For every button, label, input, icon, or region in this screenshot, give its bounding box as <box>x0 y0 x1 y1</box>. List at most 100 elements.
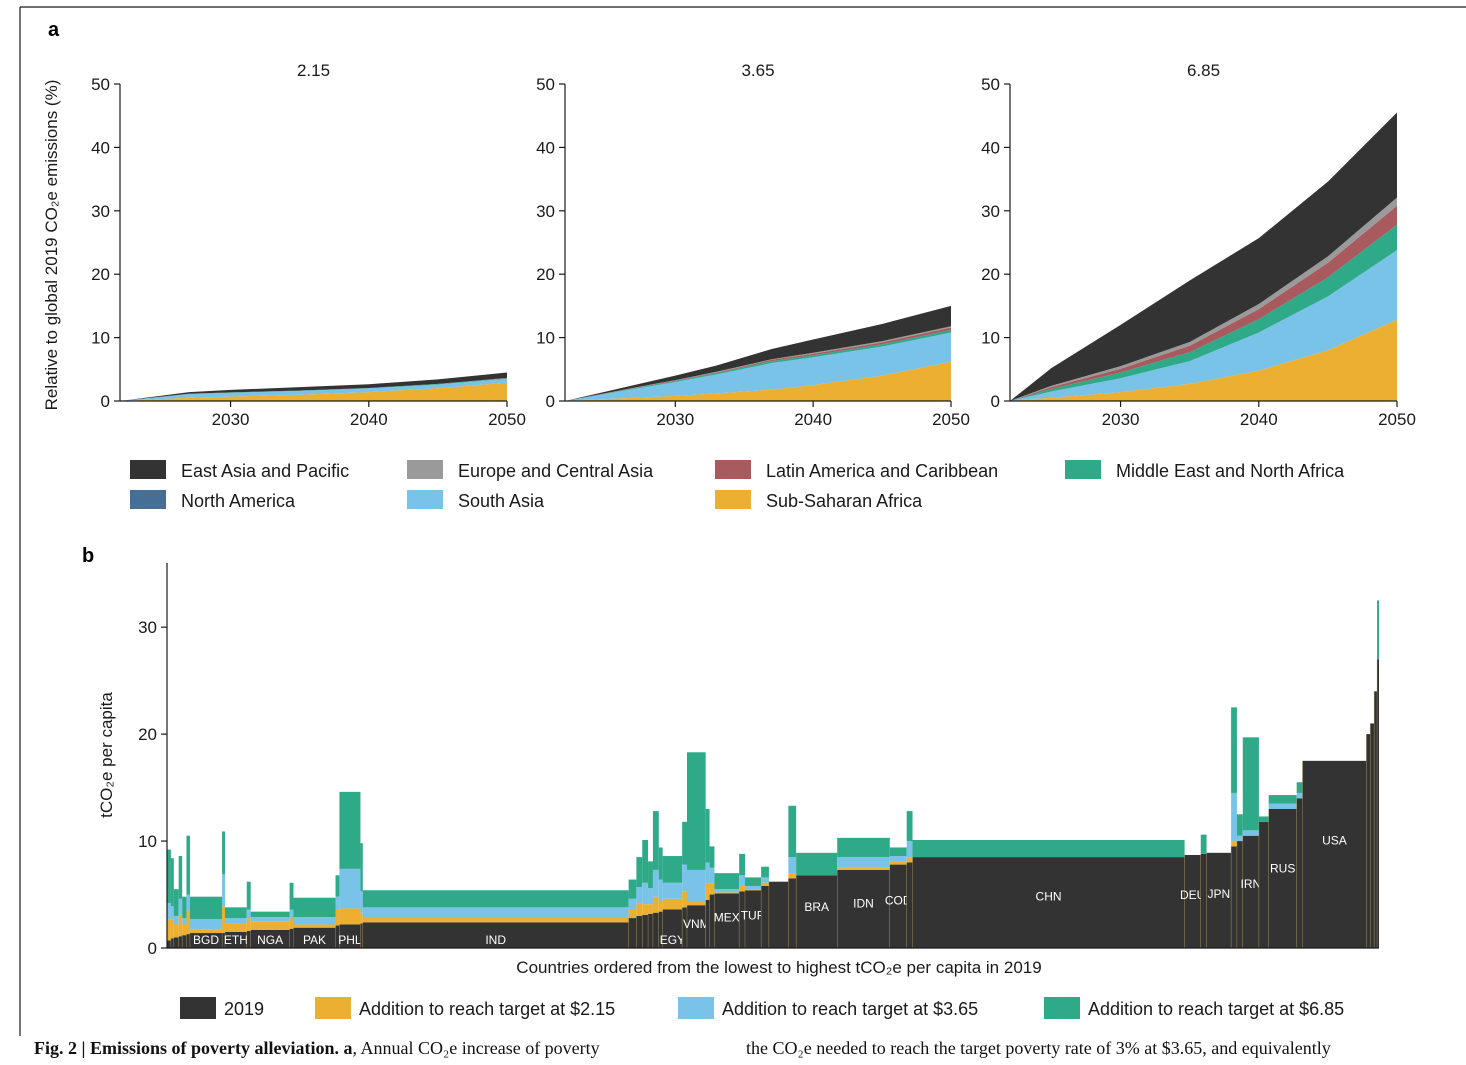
country-label: BGD <box>193 933 219 947</box>
bar-2019 <box>686 905 706 948</box>
country-bar <box>768 881 789 948</box>
country-bar <box>1376 600 1379 948</box>
country-label: NGA <box>257 933 283 947</box>
country-label: ETH <box>224 933 248 947</box>
y-tick-label: 10 <box>536 329 555 348</box>
country-bar <box>738 853 745 948</box>
panel-a-label: a <box>48 19 60 41</box>
bar-2019 <box>628 918 637 948</box>
country-bar-rus: RUS <box>1268 795 1297 948</box>
bar-2019 <box>1268 808 1297 948</box>
bar-addition-2-15 <box>636 903 643 916</box>
bar-addition-2-15 <box>178 914 183 937</box>
bar-addition-6-85 <box>628 879 637 899</box>
bar-addition-6-85 <box>1296 782 1303 793</box>
bar-addition-6-85 <box>170 858 174 907</box>
bar-addition-6-85 <box>714 873 740 890</box>
bar-addition-6-85 <box>360 843 363 892</box>
legend-swatch <box>715 490 751 509</box>
country-bar <box>760 866 769 948</box>
bar-2019 <box>1200 853 1207 948</box>
bar-addition-2-15 <box>628 909 637 919</box>
bar-2019 <box>222 933 225 948</box>
country-bar <box>705 808 710 949</box>
country-bar-usa: USA <box>1302 760 1367 948</box>
bar-addition-2-15 <box>652 896 659 913</box>
area-south-asia <box>120 378 507 401</box>
y-tick-label: 50 <box>91 75 110 94</box>
bar-addition-3-65 <box>1242 830 1259 836</box>
bar-2019 <box>250 929 290 948</box>
bar-addition-2-15 <box>662 898 683 910</box>
country-bar <box>221 831 225 948</box>
country-bar <box>709 846 715 948</box>
bar-addition-2-15 <box>335 909 340 926</box>
bar-2019 <box>1302 760 1367 948</box>
bar-2019 <box>335 925 340 948</box>
bar-addition-2-15 <box>222 906 225 934</box>
bar-addition-6-85 <box>912 839 1185 858</box>
country-bar-bgd: BGD <box>189 896 223 948</box>
bar-addition-6-85 <box>682 821 687 865</box>
country-label: IRN <box>1241 877 1262 891</box>
bar-addition-6-85 <box>761 866 769 878</box>
bar-2019 <box>1258 821 1269 948</box>
area-sub-saharan-africa <box>1010 319 1397 401</box>
bar-2019 <box>362 922 629 948</box>
area-middle-east-and-north-africa <box>565 330 951 401</box>
country-bar <box>1369 723 1375 948</box>
y-tick-label: 10 <box>981 329 1000 348</box>
bar-2019 <box>1242 835 1259 948</box>
bar-addition-3-65 <box>335 896 340 910</box>
country-label: EGY <box>660 933 685 947</box>
x-tick-label: 2030 <box>212 410 250 429</box>
bar-addition-2-15 <box>705 883 710 900</box>
country-bar <box>636 857 643 948</box>
country-bar <box>681 821 687 948</box>
x-tick-label: 2050 <box>488 410 526 429</box>
bar-addition-6-85 <box>788 805 797 858</box>
legend-item-addition-to-reach-target-at-3-65: Addition to reach target at $3.65 <box>678 997 978 1019</box>
bar-addition-3-65 <box>362 907 629 917</box>
bar-2019 <box>182 935 187 948</box>
y-tick-label: 40 <box>91 138 110 157</box>
country-bar <box>1373 691 1378 948</box>
country-bar <box>1258 816 1269 948</box>
bar-addition-2-15 <box>682 891 687 908</box>
bar-addition-3-65 <box>682 864 687 892</box>
bar-2019 <box>173 937 179 948</box>
bar-addition-2-15 <box>250 921 290 930</box>
country-bar-pak: PAK <box>293 897 336 948</box>
country-bar <box>170 858 174 949</box>
bar-addition-2-15 <box>170 919 174 939</box>
legend-swatch <box>130 460 166 479</box>
bar-addition-6-85 <box>362 890 629 908</box>
x-axis-title: Countries ordered from the lowest to hig… <box>516 958 1041 977</box>
country-bar-cod: COD <box>885 847 912 948</box>
bar-2019 <box>246 930 251 948</box>
legend-label: North America <box>181 491 296 511</box>
bar-addition-3-65 <box>906 841 913 858</box>
country-bar <box>360 843 363 948</box>
legend-swatch <box>180 997 216 1019</box>
area-east-asia-and-pacific <box>565 305 951 401</box>
bar-addition-3-65 <box>170 906 174 920</box>
bar-addition-6-85 <box>182 896 187 919</box>
bar-2019 <box>293 927 336 948</box>
area-east-asia-and-pacific <box>120 372 507 401</box>
bar-2019 <box>1231 846 1237 948</box>
country-bar-phl: PHL <box>338 791 362 948</box>
bar-addition-2-15 <box>658 900 663 912</box>
bar-addition-6-85 <box>222 831 225 875</box>
bar-addition-3-65 <box>224 918 247 924</box>
bar-addition-2-15 <box>246 918 251 931</box>
bar-addition-2-15 <box>360 912 363 924</box>
bar-2019 <box>709 894 715 948</box>
country-bar-eth: ETH <box>224 907 248 948</box>
bar-addition-3-65 <box>246 909 251 919</box>
country-bar <box>1366 734 1371 948</box>
country-bar-tur: TUR <box>741 877 766 948</box>
bar-addition-6-85 <box>906 811 913 842</box>
